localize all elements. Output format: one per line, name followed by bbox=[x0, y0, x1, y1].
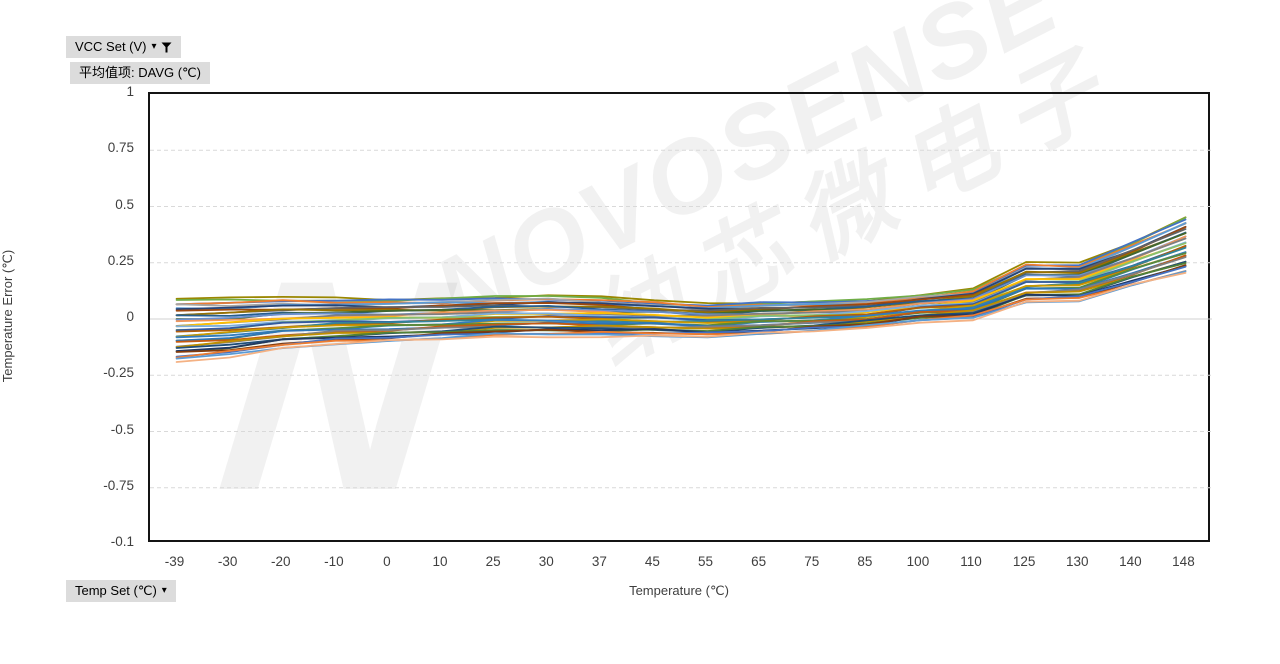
y-tick-label: 0.25 bbox=[107, 252, 134, 268]
x-tick-label: 75 bbox=[804, 554, 820, 569]
x-tick-label: -10 bbox=[324, 554, 344, 569]
y-tick-label: -0.1 bbox=[110, 534, 134, 549]
series-line bbox=[175, 241, 1187, 328]
series-line bbox=[175, 260, 1187, 349]
x-tick-label: 55 bbox=[698, 554, 714, 569]
y-tick-label: -0.75 bbox=[103, 477, 134, 493]
values-field-button[interactable]: 平均值项: DAVG (℃) bbox=[70, 62, 210, 84]
series-line bbox=[175, 235, 1187, 321]
x-tick-label: 25 bbox=[485, 554, 501, 569]
plot-area bbox=[148, 92, 1212, 542]
series-line bbox=[175, 225, 1187, 311]
values-field-label: 平均值项: DAVG (℃) bbox=[79, 65, 201, 80]
x-tick-label: 37 bbox=[591, 554, 607, 569]
temp-set-axis-field-button[interactable]: Temp Set (℃) ▾ bbox=[66, 580, 176, 602]
temp-set-axis-field-label: Temp Set (℃) bbox=[75, 583, 157, 598]
chart-canvas bbox=[150, 149, 1212, 489]
x-tick-label: 140 bbox=[1119, 554, 1142, 569]
x-tick-label: 0 bbox=[383, 554, 391, 569]
x-tick-label: -20 bbox=[270, 554, 291, 569]
x-tick-label: -39 bbox=[164, 554, 185, 569]
y-tick-label: 1 bbox=[126, 84, 134, 99]
series-line bbox=[175, 251, 1187, 338]
x-tick-label: 130 bbox=[1065, 554, 1089, 569]
x-tick-label: 45 bbox=[644, 554, 660, 569]
series-line bbox=[175, 255, 1187, 342]
x-tick-label: 65 bbox=[751, 554, 767, 569]
vcc-set-filter-label: VCC Set (V) bbox=[75, 39, 147, 54]
y-axis-title: Temperature Error (℃) bbox=[0, 249, 15, 383]
dropdown-arrow-icon: ▾ bbox=[151, 41, 157, 52]
x-tick-label: 85 bbox=[857, 554, 873, 569]
y-tick-label: 0.75 bbox=[107, 140, 134, 156]
series-line bbox=[175, 216, 1187, 305]
y-tick-label: 0 bbox=[126, 309, 134, 324]
x-tick-label: -30 bbox=[217, 554, 238, 569]
x-tick-label: 100 bbox=[906, 554, 930, 569]
x-tick-label: 125 bbox=[1012, 554, 1036, 569]
x-tick-label: 30 bbox=[538, 554, 554, 569]
series-line bbox=[175, 232, 1187, 317]
series-line bbox=[175, 222, 1187, 309]
y-tick-label: -0.25 bbox=[103, 365, 134, 381]
series-line bbox=[175, 245, 1187, 332]
y-tick-label: -0.5 bbox=[110, 421, 134, 437]
vcc-set-filter-button[interactable]: VCC Set (V) ▾ bbox=[66, 36, 181, 58]
filter-funnel-icon bbox=[161, 42, 172, 53]
x-tick-label: 148 bbox=[1172, 554, 1195, 569]
x-tick-label: 110 bbox=[960, 554, 982, 569]
y-tick-label: 0.5 bbox=[115, 196, 134, 212]
x-axis-title: Temperature (℃) bbox=[629, 583, 729, 598]
series-line bbox=[175, 270, 1187, 359]
dropdown-arrow-icon: ▾ bbox=[161, 585, 167, 596]
series-line bbox=[175, 271, 1187, 363]
x-tick-label: 10 bbox=[432, 554, 448, 569]
